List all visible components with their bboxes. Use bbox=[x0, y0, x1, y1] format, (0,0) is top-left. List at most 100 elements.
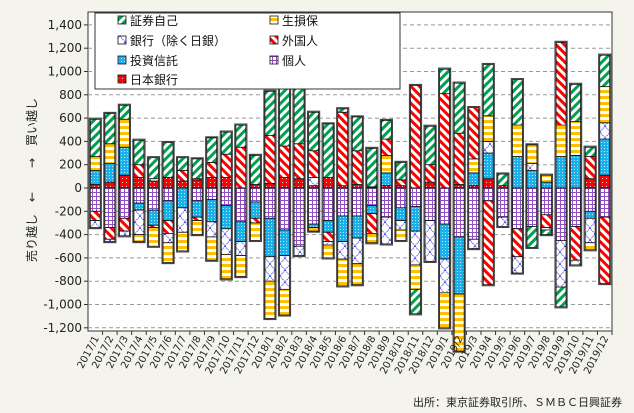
bar-segment-4 bbox=[366, 233, 378, 244]
bar-group-2019/2 bbox=[452, 81, 466, 353]
y-tick-label: 1,400 bbox=[48, 18, 82, 32]
bar-segment-2 bbox=[235, 221, 247, 242]
bar-segment-6 bbox=[453, 187, 465, 238]
bar-segment-1 bbox=[570, 259, 582, 266]
bar-outline bbox=[569, 82, 583, 267]
bar-segment-5 bbox=[308, 150, 320, 178]
bar-group-2017/1 bbox=[88, 117, 102, 230]
bar-segment-2 bbox=[366, 205, 378, 215]
legend-swatch bbox=[117, 74, 127, 84]
bar-segment-6 bbox=[133, 187, 145, 204]
bar-group-2017/7 bbox=[176, 156, 190, 253]
bar-segment-0 bbox=[249, 154, 261, 185]
bar-segment-4 bbox=[162, 242, 174, 263]
bar-group-2019/11 bbox=[583, 145, 597, 252]
bar-segment-6 bbox=[351, 187, 363, 217]
bar-group-2018/5 bbox=[321, 122, 335, 260]
bar-segment-1 bbox=[162, 233, 174, 244]
bar-segment-0 bbox=[191, 158, 203, 180]
bar-segment-5 bbox=[380, 138, 392, 156]
bar-segment-2 bbox=[133, 202, 145, 211]
bar-segment-5 bbox=[249, 217, 261, 224]
bar-segment-4 bbox=[351, 263, 363, 286]
bar-segment-4 bbox=[511, 124, 523, 157]
bar-outline bbox=[379, 118, 393, 246]
bar-segment-4 bbox=[541, 174, 552, 183]
bar-segment-5 bbox=[104, 227, 116, 240]
bar-group-2019/12 bbox=[598, 53, 612, 286]
bar-segment-4 bbox=[439, 292, 451, 329]
legend-label: 個人 bbox=[282, 54, 306, 68]
bar-segment-5 bbox=[89, 210, 101, 222]
bar-segment-6 bbox=[366, 187, 378, 206]
bar-segment-0 bbox=[424, 125, 436, 166]
bar-group-2019/1 bbox=[438, 67, 452, 330]
bar-segment-0 bbox=[220, 131, 232, 155]
bar-segment-3 bbox=[279, 177, 290, 189]
bar-group-2018/12 bbox=[423, 124, 437, 263]
bar-segment-6 bbox=[424, 187, 436, 222]
bar-outline bbox=[496, 172, 510, 229]
y-tick-label: -800 bbox=[55, 274, 82, 288]
bar-segment-6 bbox=[584, 187, 596, 212]
y-tick-label: -400 bbox=[55, 228, 82, 242]
bar-segment-2 bbox=[89, 170, 101, 185]
bar-segment-6 bbox=[89, 187, 101, 212]
bar-segment-2 bbox=[555, 156, 567, 189]
bar-segment-0 bbox=[366, 147, 378, 188]
bar-segment-3 bbox=[249, 184, 261, 189]
bar-outline bbox=[132, 138, 146, 244]
bar-segment-3 bbox=[293, 178, 305, 189]
bar-segment-5 bbox=[322, 231, 334, 242]
bar-segment-2 bbox=[206, 199, 218, 223]
bar-segment-0 bbox=[264, 90, 276, 136]
bar-segment-0 bbox=[308, 111, 320, 152]
bar-segment-6 bbox=[541, 187, 552, 216]
bar-segment-6 bbox=[570, 187, 582, 227]
bar-segment-4 bbox=[118, 118, 130, 148]
bar-segment-6 bbox=[249, 187, 261, 203]
y-tick-label: 800 bbox=[59, 88, 82, 102]
bar-segment-2 bbox=[118, 146, 130, 176]
bar-outline bbox=[510, 78, 524, 275]
bar-segment-0 bbox=[395, 161, 407, 181]
y-tick-label: 0 bbox=[74, 181, 82, 195]
bar-group-2019/6 bbox=[510, 78, 524, 275]
bar-segment-6 bbox=[337, 187, 349, 217]
y-tick-label: 1,000 bbox=[48, 65, 82, 79]
bar-segment-4 bbox=[410, 264, 421, 290]
bar-segment-2 bbox=[322, 220, 334, 233]
legend-label: 証券自己 bbox=[130, 13, 178, 28]
bar-segment-1 bbox=[555, 240, 567, 288]
bar-segment-6 bbox=[322, 187, 334, 222]
bar-segment-3 bbox=[133, 177, 145, 189]
bar-segment-6 bbox=[395, 187, 407, 209]
bar-segment-4 bbox=[395, 229, 407, 241]
bar-segment-1 bbox=[308, 177, 320, 187]
legend-swatch bbox=[117, 35, 127, 45]
bar-segment-0 bbox=[235, 124, 247, 148]
bar-segment-4 bbox=[468, 158, 480, 174]
bar-group-2019/7 bbox=[525, 143, 539, 250]
bar-segment-5 bbox=[482, 200, 494, 286]
bar-outline bbox=[452, 81, 466, 353]
bar-segment-3 bbox=[206, 177, 218, 189]
bar-segment-6 bbox=[279, 187, 290, 231]
bar-segment-2 bbox=[511, 156, 523, 189]
bar-segment-6 bbox=[104, 187, 116, 229]
bar-segment-2 bbox=[584, 210, 596, 219]
bar-outline bbox=[525, 143, 539, 250]
bar-segment-1 bbox=[279, 255, 290, 290]
bar-segment-1 bbox=[133, 209, 145, 235]
bar-segment-4 bbox=[220, 254, 232, 280]
bar-segment-2 bbox=[380, 172, 392, 187]
bar-segment-1 bbox=[235, 241, 247, 256]
bar-segment-6 bbox=[555, 187, 567, 241]
bar-segment-5 bbox=[395, 179, 407, 187]
bar-segment-5 bbox=[541, 214, 552, 229]
bar-outline bbox=[554, 40, 568, 309]
bar-segment-1 bbox=[526, 163, 538, 171]
bar-segment-1 bbox=[206, 221, 218, 238]
bar-segment-1 bbox=[351, 237, 363, 265]
bar-group-2018/10 bbox=[394, 160, 408, 243]
